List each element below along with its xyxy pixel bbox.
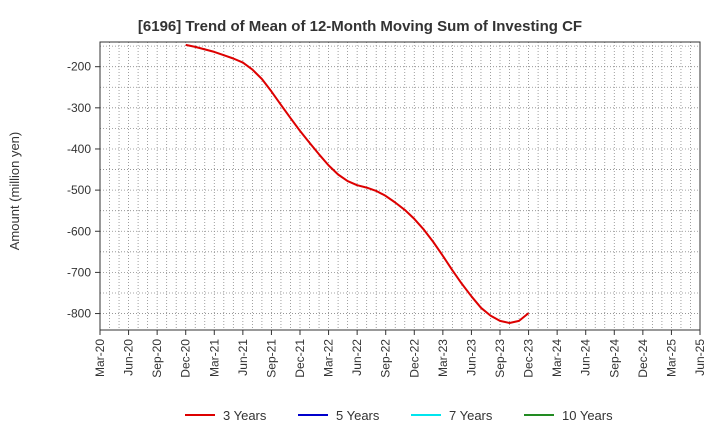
y-tick-label: -700	[67, 265, 91, 279]
x-tick-label: Sep-20	[150, 339, 164, 378]
x-tick-label: Sep-23	[493, 339, 507, 378]
x-tick-label: Mar-22	[322, 339, 336, 377]
x-tick-label: Jun-20	[122, 339, 136, 376]
plot-area: -200 -300 -400 -500 -600 -700 -800 Mar-20 Jun-20…	[67, 41, 707, 378]
x-tick-label: Dec-23	[522, 339, 536, 378]
x-tick-label: Dec-22	[407, 339, 421, 378]
x-tick-label: Jun-23	[464, 339, 478, 376]
plot-frame	[99, 41, 701, 331]
x-tick-label: Mar-23	[436, 339, 450, 377]
y-tick-label: -200	[67, 60, 91, 74]
chart-title: [6196] Trend of Mean of 12-Month Moving …	[138, 18, 582, 35]
x-tick-label: Jun-25	[693, 339, 707, 376]
y-tick-label: -800	[67, 307, 91, 321]
x-tick-label: Jun-21	[236, 339, 250, 376]
x-tick-label: Mar-20	[93, 339, 107, 377]
y-tick-label: -600	[67, 224, 91, 238]
x-tick-label: Jun-22	[350, 339, 364, 376]
x-tick-label: Dec-20	[179, 339, 193, 378]
y-tick-label: -300	[67, 101, 91, 115]
x-tick-label: Dec-21	[293, 339, 307, 378]
x-tick-label: Mar-24	[550, 339, 564, 377]
x-tick-label: Dec-24	[636, 339, 650, 378]
x-tick-label: Sep-22	[379, 339, 393, 378]
legend-label-3-years: 3 Years	[223, 408, 267, 423]
y-axis-label: Amount (million yen)	[7, 132, 22, 251]
legend-label-10-years: 10 Years	[562, 408, 613, 423]
series-line-3-years	[185, 43, 530, 324]
y-tick-label: -400	[67, 142, 91, 156]
x-tick-label: Mar-25	[664, 339, 678, 377]
legend: 3 Years 5 Years 7 Years 10 Years	[185, 408, 613, 423]
legend-label-7-years: 7 Years	[449, 408, 493, 423]
x-tick-label: Mar-21	[207, 339, 221, 377]
x-tick-label: Sep-21	[264, 339, 278, 378]
y-tick-label: -500	[67, 183, 91, 197]
legend-label-5-years: 5 Years	[336, 408, 380, 423]
x-tick-label: Jun-24	[579, 339, 593, 376]
x-tick-label: Sep-24	[607, 339, 621, 378]
